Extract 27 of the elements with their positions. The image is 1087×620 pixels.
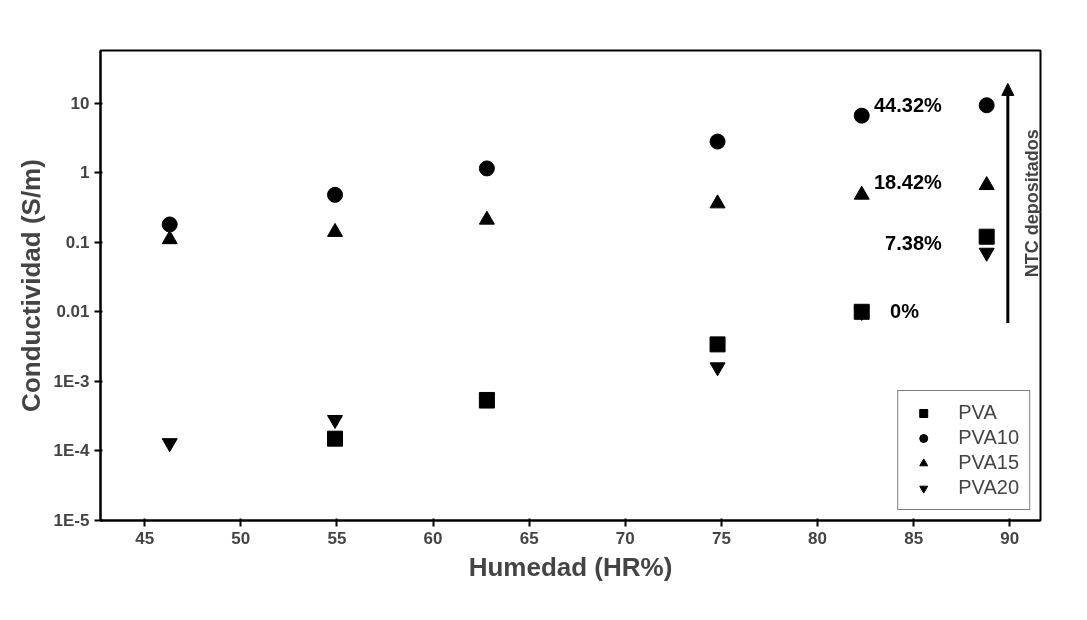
y-tick-label: 1E-5: [53, 511, 90, 530]
y-tick-label: 1E-4: [53, 441, 91, 461]
x-tick-label: 50: [231, 528, 251, 548]
x-axis-title: Humedad (HR%): [468, 551, 673, 582]
x-tick-label: 85: [904, 528, 924, 548]
x-tick-label: 45: [135, 528, 155, 548]
x-tick-label: 70: [615, 528, 635, 548]
y-tick-label: 0.01: [56, 302, 90, 322]
legend-label: PVA10: [958, 426, 1019, 449]
x-tick-label: 60: [423, 528, 443, 548]
y-tick-label: 1E-3: [53, 371, 90, 391]
x-tick-label: 55: [327, 528, 347, 548]
x-tick-label: 75: [711, 528, 731, 548]
legend-label: PVA: [958, 401, 997, 424]
legend-label: PVA15: [958, 451, 1019, 474]
x-tick-label: 65: [519, 528, 539, 548]
annotation: 0%: [890, 300, 920, 323]
x-tick-label: 90: [1000, 528, 1020, 548]
annotation: 7.38%: [885, 232, 943, 255]
y-axis-title: Conductividad (S/m): [15, 159, 46, 412]
x-tick-label: 80: [808, 528, 827, 548]
y-tick-label: 0.1: [65, 232, 90, 252]
legend-label: PVA20: [958, 476, 1019, 499]
annotation: 18.42%: [873, 171, 943, 194]
annotation: 44.32%: [873, 93, 943, 116]
y-tick-label: 1: [80, 163, 90, 183]
y-tick-label: 10: [70, 93, 90, 113]
